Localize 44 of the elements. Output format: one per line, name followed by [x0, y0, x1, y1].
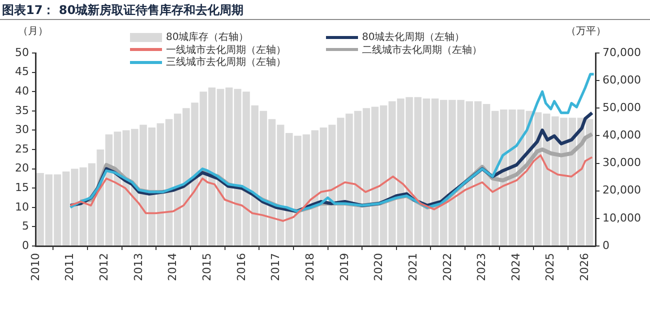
- y-tick-label: 15: [14, 180, 29, 194]
- legend-label: 80城库存（右轴）: [166, 30, 249, 44]
- y-tick-label: 35: [14, 104, 29, 117]
- y2-tick-label: 60,000: [602, 73, 642, 86]
- y-tick-label: 40: [14, 84, 29, 98]
- y-tick-label: 20: [14, 162, 29, 175]
- y-tick-label: 45: [14, 65, 29, 78]
- x-tick-label: 2013: [132, 253, 145, 282]
- y-tick-label: 25: [14, 142, 29, 156]
- y-tick-label: 30: [14, 123, 29, 136]
- x-tick-label: 2018: [303, 253, 316, 282]
- legend-label: 三线城市去化周期（左轴）: [166, 56, 286, 70]
- x-tick-label: 2016: [234, 253, 248, 282]
- legend-label: 二线城市去化周期（左轴）: [362, 44, 482, 57]
- y2-tick-label: 40,000: [602, 128, 642, 142]
- y-tick-label: 5: [22, 220, 29, 233]
- x-tick-label: 2024: [509, 253, 522, 282]
- y2-axis-title: （万平）: [566, 25, 606, 38]
- x-tick-label: 2019: [338, 253, 351, 282]
- y-tick-label: 0: [22, 238, 29, 252]
- y2-tick-label: 10,000: [602, 211, 642, 224]
- x-tick-label: 2011: [63, 253, 76, 282]
- x-tick-label: 2015: [200, 253, 214, 282]
- x-tick-label: 2025: [544, 253, 557, 282]
- y-tick-label: 50: [14, 46, 29, 59]
- x-tick-label: 2022: [440, 253, 454, 282]
- y2-tick-label: 0: [602, 238, 610, 252]
- x-tick-label: 2023: [475, 253, 488, 282]
- y2-tick-label: 70,000: [602, 46, 642, 59]
- legend-label: 80城去化周期（左轴）: [362, 30, 465, 44]
- y2-tick-label: 50,000: [602, 101, 642, 114]
- chart-title: 图表17： 80城新房取证待售库存和去化周期: [2, 2, 244, 19]
- x-tick-label: 2020: [372, 253, 386, 282]
- x-tick-label: 2021: [406, 253, 420, 282]
- x-tick-label: 2017: [269, 253, 282, 282]
- x-tick-label: 2026: [578, 253, 592, 282]
- y-tick-label: 10: [14, 200, 29, 214]
- y-axis-title: （月）: [18, 25, 48, 38]
- x-tick-label: 2012: [98, 253, 111, 282]
- x-tick-label: 2014: [166, 253, 180, 282]
- legend-label: 一线城市去化周期（左轴）: [166, 44, 286, 56]
- x-tick-label: 2010: [28, 253, 42, 282]
- y2-tick-label: 20,000: [602, 184, 642, 197]
- y2-tick-label: 30,000: [602, 156, 642, 170]
